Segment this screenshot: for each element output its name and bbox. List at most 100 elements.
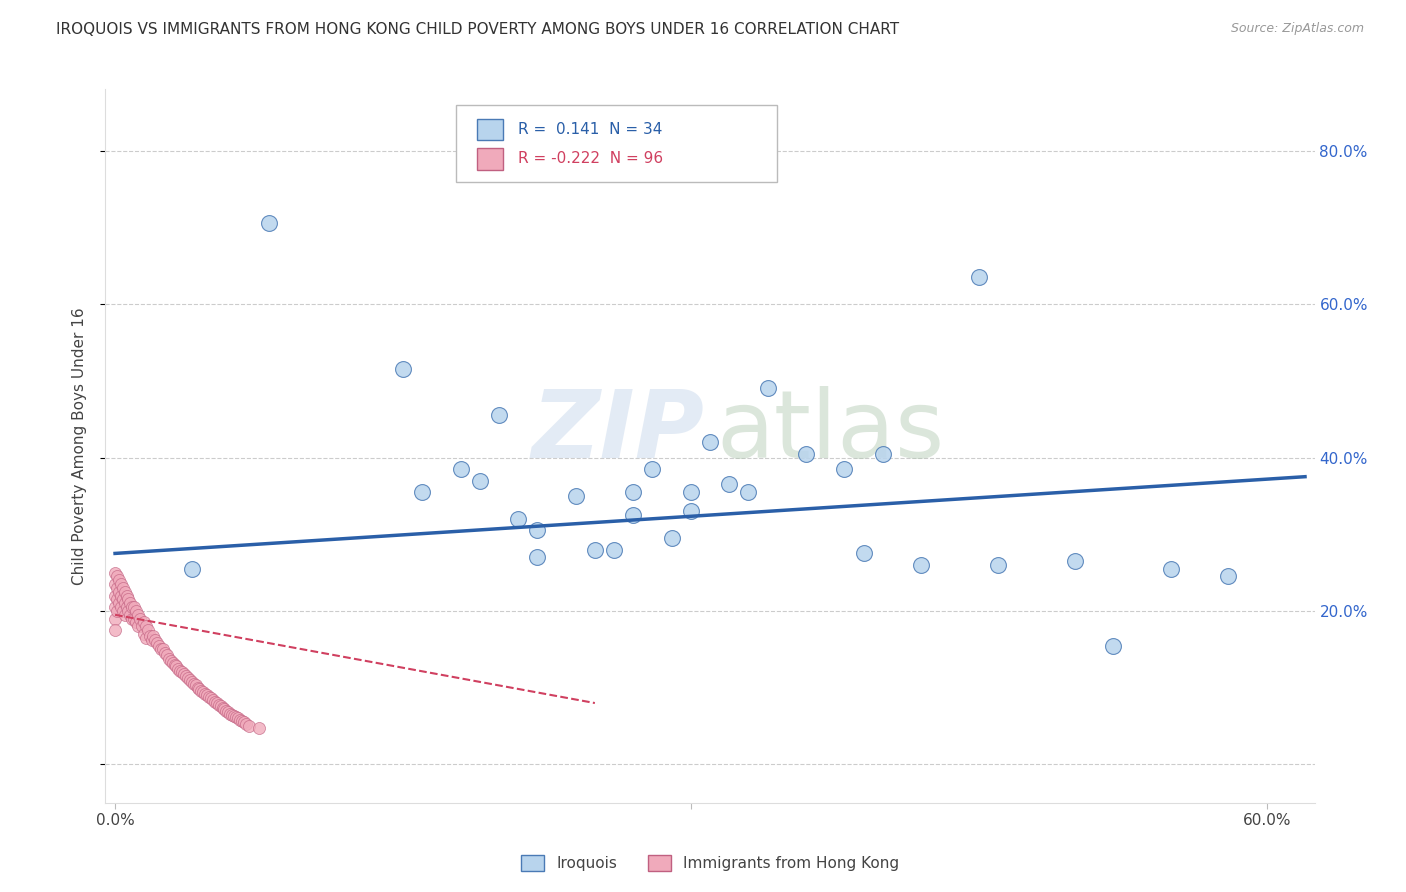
Point (143, 633, 166, 648)
Point (121, 600, 143, 615)
Point (194, 687, 217, 701)
Point (104, 589, 127, 603)
Point (135, 619, 157, 633)
Point (1063, 554, 1085, 568)
Point (173, 666, 195, 681)
Text: Source: ZipAtlas.com: Source: ZipAtlas.com (1230, 22, 1364, 36)
Point (156, 648, 179, 663)
Point (910, 558, 932, 572)
Point (108, 584, 131, 599)
Point (162, 656, 184, 670)
Point (506, 512, 529, 526)
Point (120, 596, 142, 610)
Point (232, 715, 254, 730)
Point (132, 627, 155, 641)
Point (169, 664, 191, 678)
Point (115, 600, 138, 615)
Point (142, 628, 165, 642)
Point (583, 542, 606, 557)
FancyBboxPatch shape (456, 105, 776, 182)
Text: R = -0.222  N = 96: R = -0.222 N = 96 (517, 152, 662, 166)
Point (526, 524, 548, 538)
Point (111, 581, 134, 595)
Text: ZIP: ZIP (531, 385, 704, 478)
Point (125, 615, 148, 630)
Point (198, 690, 221, 704)
Point (488, 409, 510, 423)
Point (122, 600, 145, 615)
Point (111, 604, 134, 618)
Point (105, 604, 128, 618)
Point (172, 665, 194, 680)
Point (221, 707, 243, 722)
Point (235, 716, 257, 731)
Point (737, 485, 759, 500)
Point (135, 631, 157, 645)
Point (411, 485, 433, 500)
Point (756, 381, 779, 395)
Point (205, 696, 228, 710)
Point (114, 584, 136, 599)
Point (110, 600, 132, 615)
Point (238, 719, 260, 733)
Point (967, 270, 990, 285)
Point (174, 669, 197, 683)
Text: IROQUOIS VS IMMIGRANTS FROM HONG KONG CHILD POVERTY AMONG BOYS UNDER 16 CORRELAT: IROQUOIS VS IMMIGRANTS FROM HONG KONG CH… (56, 22, 900, 37)
Point (214, 702, 236, 716)
Point (104, 623, 127, 637)
Point (603, 542, 626, 557)
Point (217, 705, 239, 719)
Point (195, 689, 218, 703)
Point (225, 710, 247, 724)
Point (108, 574, 131, 588)
Point (718, 477, 741, 491)
Point (105, 592, 128, 607)
Point (834, 462, 856, 476)
Point (215, 704, 238, 718)
Point (183, 677, 205, 691)
Point (115, 589, 138, 603)
Point (872, 447, 894, 461)
Point (209, 699, 232, 714)
Point (188, 682, 211, 697)
Point (110, 589, 132, 603)
Point (641, 462, 664, 476)
Point (129, 612, 152, 626)
Point (257, 217, 280, 231)
Point (167, 661, 190, 675)
Point (193, 685, 215, 699)
Point (564, 489, 586, 503)
FancyBboxPatch shape (477, 119, 503, 140)
Point (136, 623, 159, 637)
Point (190, 683, 212, 698)
Point (131, 619, 153, 633)
Text: R =  0.141  N = 34: R = 0.141 N = 34 (517, 122, 662, 137)
Text: atlas: atlas (716, 385, 945, 478)
Point (127, 619, 149, 633)
Point (526, 550, 548, 565)
Point (1102, 639, 1125, 653)
Point (211, 700, 233, 714)
Point (852, 546, 875, 560)
Point (180, 562, 202, 576)
Point (146, 636, 169, 650)
Point (163, 657, 186, 672)
Point (104, 566, 127, 580)
Point (177, 672, 200, 686)
Point (141, 633, 163, 648)
Point (226, 711, 249, 725)
Point (157, 651, 180, 665)
Point (105, 569, 128, 583)
Point (121, 612, 143, 626)
Point (117, 604, 139, 618)
Point (179, 673, 201, 687)
Point (166, 659, 188, 673)
Legend: Iroquois, Immigrants from Hong Kong: Iroquois, Immigrants from Hong Kong (515, 849, 905, 877)
Point (208, 698, 231, 712)
Point (180, 674, 202, 689)
Point (184, 678, 207, 692)
Point (152, 642, 174, 657)
Point (1218, 569, 1240, 583)
Point (159, 654, 181, 668)
Point (132, 615, 155, 630)
